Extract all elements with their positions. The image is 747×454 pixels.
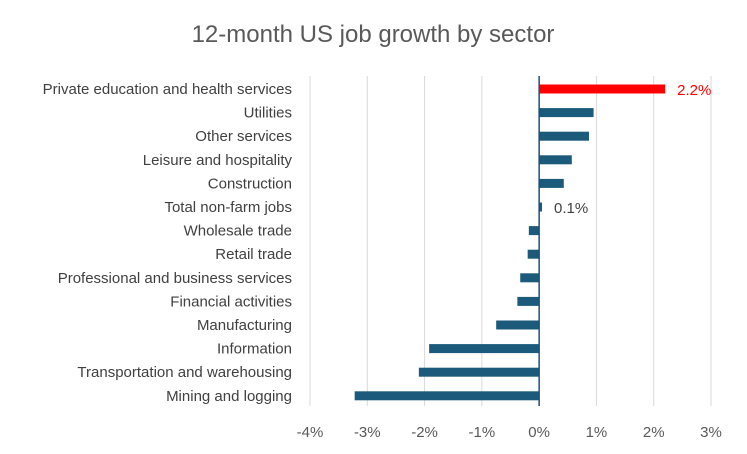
- x-tick-label: -1%: [469, 424, 496, 441]
- gridlines: [309, 76, 712, 406]
- category-label: Mining and logging: [166, 388, 292, 405]
- bar: [539, 202, 543, 212]
- chart-title: 12-month US job growth by sector: [192, 21, 555, 48]
- category-label: Retail trade: [215, 246, 292, 263]
- x-tick-label: -3%: [354, 424, 381, 441]
- x-tick-label: 0%: [528, 424, 550, 441]
- category-label: Construction: [208, 175, 292, 192]
- x-tick-label: -4%: [297, 424, 324, 441]
- bar: [539, 108, 594, 118]
- x-tick-labels: -4% -3% -2% -1% 0% 1% 2% 3%: [297, 424, 722, 441]
- bar: [539, 84, 666, 94]
- category-label: Total non-farm jobs: [164, 199, 292, 216]
- x-tick-label: -2%: [411, 424, 438, 441]
- bar: [429, 344, 540, 354]
- category-label: Private education and health services: [43, 81, 292, 98]
- bar: [539, 178, 564, 188]
- category-label: Information: [217, 341, 292, 358]
- category-label: Utilities: [244, 105, 292, 122]
- bar: [354, 391, 540, 401]
- category-label: Other services: [195, 128, 292, 145]
- x-tick-label: 2%: [643, 424, 665, 441]
- x-tick-label: 3%: [700, 424, 722, 441]
- category-label: Professional and business services: [58, 270, 292, 287]
- data-labels: 2.2% 0.1%: [554, 82, 711, 217]
- bar: [527, 249, 540, 259]
- bar: [517, 296, 540, 306]
- category-labels: Private education and health services Uti…: [43, 81, 293, 405]
- bars: [354, 84, 666, 401]
- category-label: Manufacturing: [197, 317, 292, 334]
- bar: [539, 155, 572, 165]
- category-label: Financial activities: [170, 293, 292, 310]
- category-label: Wholesale trade: [184, 223, 292, 240]
- category-label: Leisure and hospitality: [143, 152, 293, 169]
- bar: [418, 367, 540, 377]
- bar: [539, 131, 589, 141]
- category-label: Transportation and warehousing: [77, 364, 292, 381]
- bar: [528, 226, 540, 236]
- bar: [496, 320, 540, 330]
- bar: [520, 273, 540, 283]
- data-label: 0.1%: [554, 200, 588, 217]
- data-label: 2.2%: [677, 82, 711, 99]
- x-tick-label: 1%: [586, 424, 608, 441]
